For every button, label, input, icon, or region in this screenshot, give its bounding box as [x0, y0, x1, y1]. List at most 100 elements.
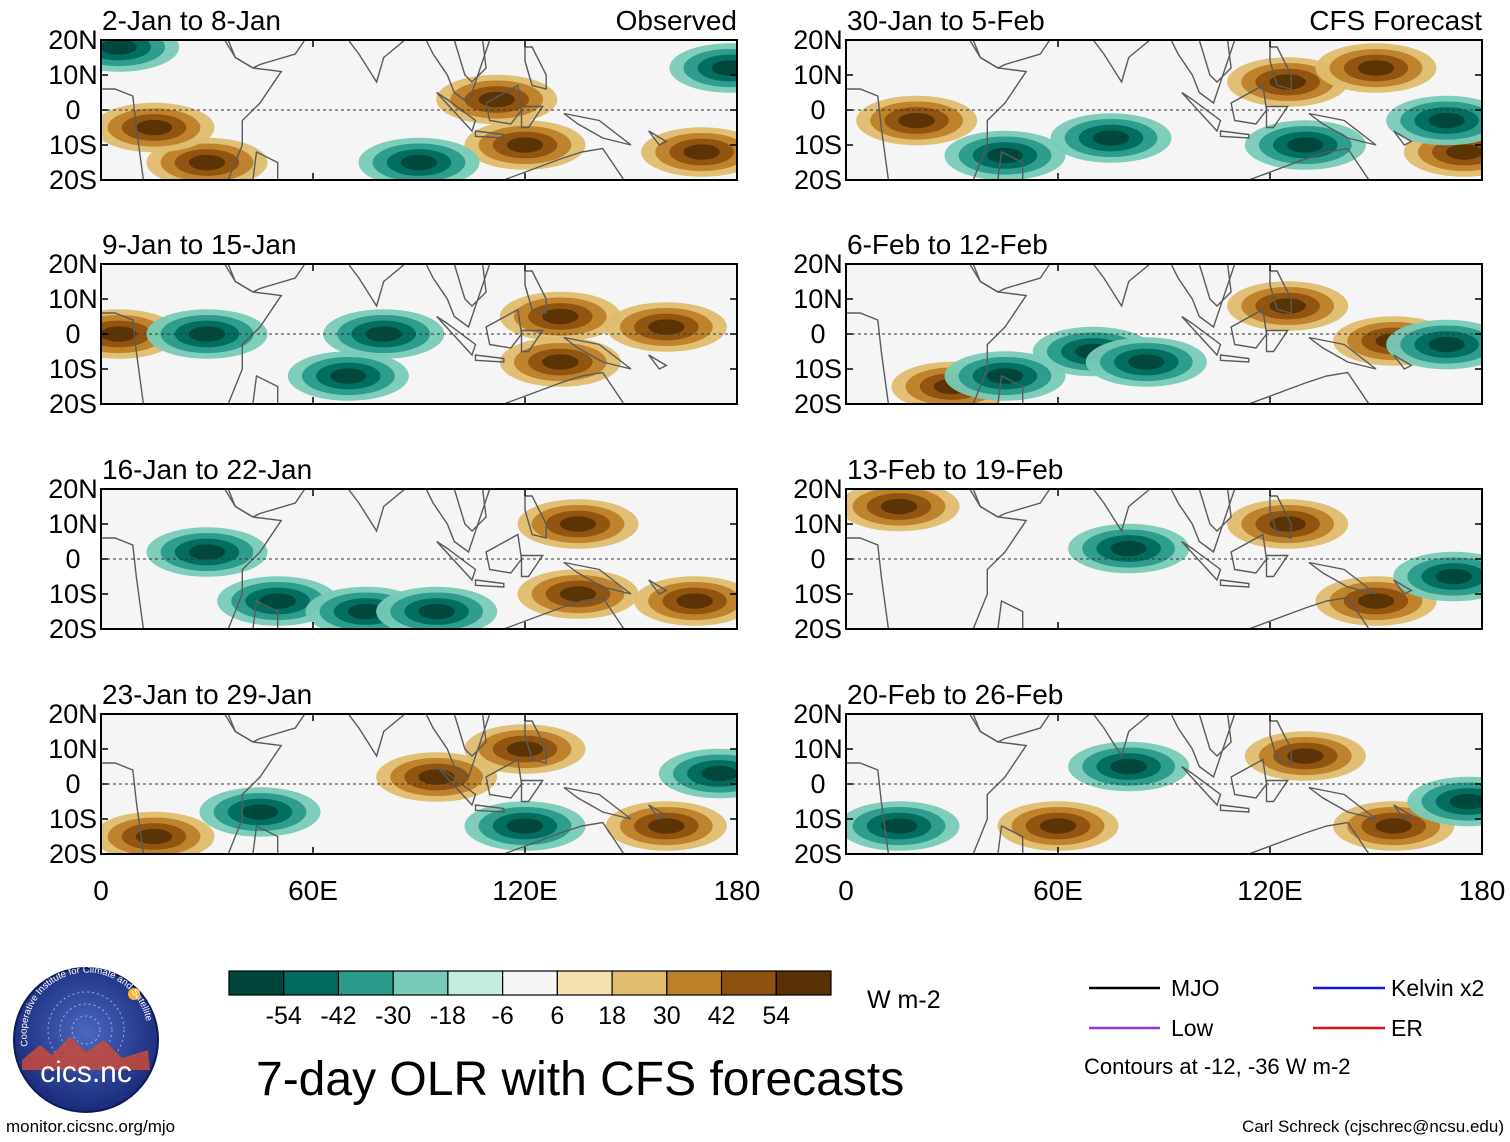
x-tick-label: 0 — [838, 875, 854, 906]
coastline — [1308, 336, 1377, 370]
legend-er-label: ER — [1391, 1015, 1423, 1041]
y-tick-label: 10N — [793, 284, 843, 314]
y-tick-label: 20S — [49, 389, 97, 419]
wet-anomaly — [669, 43, 737, 93]
coastline — [972, 489, 1051, 518]
y-tick-label: 20S — [794, 839, 842, 869]
coastline — [563, 786, 632, 820]
dry-anomaly-level — [1269, 516, 1306, 532]
y-tick-label: 0 — [810, 769, 825, 799]
panel-date-label: 6-Feb to 12-Feb — [847, 229, 1048, 260]
y-tick-label: 20S — [794, 614, 842, 644]
x-tick-label: 120E — [1237, 875, 1302, 906]
dry-anomaly — [517, 569, 639, 619]
wet-anomaly — [944, 130, 1066, 180]
coastline — [520, 554, 545, 578]
legend-kelvin-label: Kelvin x2 — [1391, 975, 1484, 1001]
dry-anomaly — [464, 120, 586, 170]
coastline — [1248, 147, 1370, 180]
colorbar-tick-label: -54 — [266, 1002, 302, 1030]
wet-anomaly — [846, 801, 960, 851]
coastline — [1170, 40, 1239, 105]
dry-anomaly — [101, 102, 215, 153]
panel-source-label: CFS Forecast — [1309, 5, 1482, 36]
dry-anomaly — [1227, 499, 1349, 549]
coastline — [425, 714, 494, 779]
panel-date-label: 9-Jan to 15-Jan — [102, 229, 297, 260]
wet-anomaly-level — [711, 60, 737, 76]
dry-anomaly-level — [1446, 144, 1482, 160]
coastline — [436, 765, 477, 807]
wet-anomaly-level — [1128, 354, 1165, 370]
x-tick-label: 60E — [288, 875, 338, 906]
coastline — [1082, 714, 1158, 758]
coastline — [520, 105, 545, 129]
coastline — [537, 714, 633, 715]
coastline — [1308, 786, 1377, 820]
coastline — [524, 495, 547, 539]
coastline — [537, 264, 633, 265]
coastline — [503, 821, 625, 854]
colorbar-tick-label: 54 — [762, 1002, 790, 1030]
wet-anomaly — [146, 309, 268, 359]
dry-anomaly-level — [1357, 60, 1395, 76]
dry-anomaly — [997, 801, 1119, 851]
olr-panel: 20N 10N 0 10S 20S 13-Feb to 19-Feb — [793, 454, 1483, 644]
dry-anomaly-level — [683, 144, 720, 160]
dry-anomaly — [605, 801, 727, 851]
legend-low-label: Low — [1171, 1015, 1214, 1041]
colorbar: -54 -42 -30 -18 -6 6 18 30 42 54 — [228, 970, 832, 1030]
dry-anomaly-level — [648, 818, 685, 834]
y-tick-label: 10N — [48, 60, 98, 90]
coastline — [436, 315, 477, 357]
wet-anomaly-level — [1110, 540, 1147, 557]
y-tick-label: 0 — [65, 95, 80, 125]
coastline — [1427, 627, 1431, 629]
wet-anomaly-level — [701, 765, 737, 782]
dry-anomaly — [464, 724, 586, 774]
y-tick-label: 10S — [794, 579, 842, 609]
coastline — [1170, 714, 1239, 779]
dry-anomaly-level — [418, 769, 455, 785]
colorbar-swatch — [502, 970, 558, 996]
coastline — [1219, 130, 1250, 139]
coastline — [474, 579, 505, 588]
panel-date-label: 13-Feb to 19-Feb — [847, 454, 1063, 485]
dry-anomaly — [436, 74, 558, 125]
coastline — [1082, 264, 1158, 308]
panel-date-label: 23-Jan to 29-Jan — [102, 679, 312, 710]
coastline — [252, 824, 279, 854]
coastline — [563, 112, 632, 146]
coastline — [520, 329, 545, 353]
coastline — [227, 489, 306, 518]
wet-anomaly — [1393, 551, 1482, 602]
wet-anomaly-level — [986, 368, 1024, 384]
dry-anomaly — [605, 302, 727, 352]
figure-title: 7-day OLR with CFS forecasts — [256, 1053, 904, 1106]
dry-anomaly-level — [676, 593, 713, 609]
y-tick-label: 20N — [793, 699, 843, 729]
olr-panel: 20N 10N 0 10S 20S 30-Jan to 5-Feb CFS Forecast — [793, 5, 1483, 195]
dry-anomaly-level — [559, 586, 597, 602]
wet-anomaly-level — [347, 603, 385, 620]
coastline — [1230, 533, 1268, 574]
dry-anomaly-level — [648, 319, 685, 335]
wet-anomaly-level — [330, 368, 367, 384]
coastline — [524, 720, 547, 764]
coastline — [524, 46, 547, 90]
wet-anomaly — [1407, 776, 1482, 827]
dry-anomaly-level — [506, 137, 544, 153]
coastline — [997, 150, 1024, 180]
y-tick-label: 10N — [793, 60, 843, 90]
coastline — [227, 714, 306, 743]
coastline — [1427, 178, 1431, 180]
dry-anomaly-level — [135, 119, 173, 136]
colorbar-tick-label: -6 — [492, 1002, 514, 1030]
olr-panel: 20N 10N 0 10S 20S 9-Jan to 15-Jan — [48, 229, 738, 419]
coastline — [1393, 579, 1413, 595]
dry-anomaly-level — [135, 828, 173, 845]
y-tick-label: 0 — [810, 95, 825, 125]
coastline — [1181, 315, 1222, 357]
dry-anomaly — [846, 489, 960, 532]
coastline — [1181, 540, 1222, 582]
